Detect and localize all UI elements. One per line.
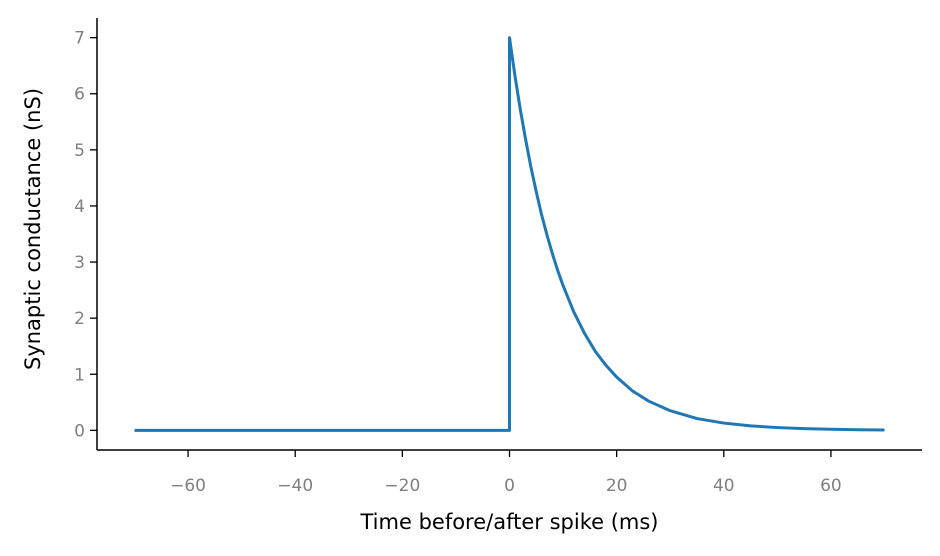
x-tick-label: 0 xyxy=(504,476,515,496)
x-tick-label: 60 xyxy=(820,476,842,496)
y-axis-label: Synaptic conductance (nS) xyxy=(21,88,45,370)
x-axis-ticks: −60 −40 −20 0 20 40 60 xyxy=(170,450,842,496)
x-tick-label: −40 xyxy=(277,476,313,496)
y-tick-label: 6 xyxy=(74,85,85,105)
x-tick-label: −20 xyxy=(384,476,420,496)
y-tick-label: 3 xyxy=(74,253,85,273)
y-tick-label: 4 xyxy=(74,197,85,217)
x-tick-label: 40 xyxy=(713,476,735,496)
x-tick-label: 20 xyxy=(606,476,628,496)
x-tick-label: −60 xyxy=(170,476,206,496)
y-tick-label: 7 xyxy=(74,29,85,49)
y-tick-label: 0 xyxy=(74,421,85,441)
plot-area xyxy=(134,36,885,432)
y-axis-ticks: 0 1 2 3 4 5 6 7 xyxy=(74,29,97,441)
y-tick-label: 5 xyxy=(74,141,85,161)
series-line-0 xyxy=(134,36,885,432)
x-axis-label: Time before/after spike (ms) xyxy=(360,510,659,534)
y-tick-label: 1 xyxy=(74,365,85,385)
y-tick-label: 2 xyxy=(74,309,85,329)
